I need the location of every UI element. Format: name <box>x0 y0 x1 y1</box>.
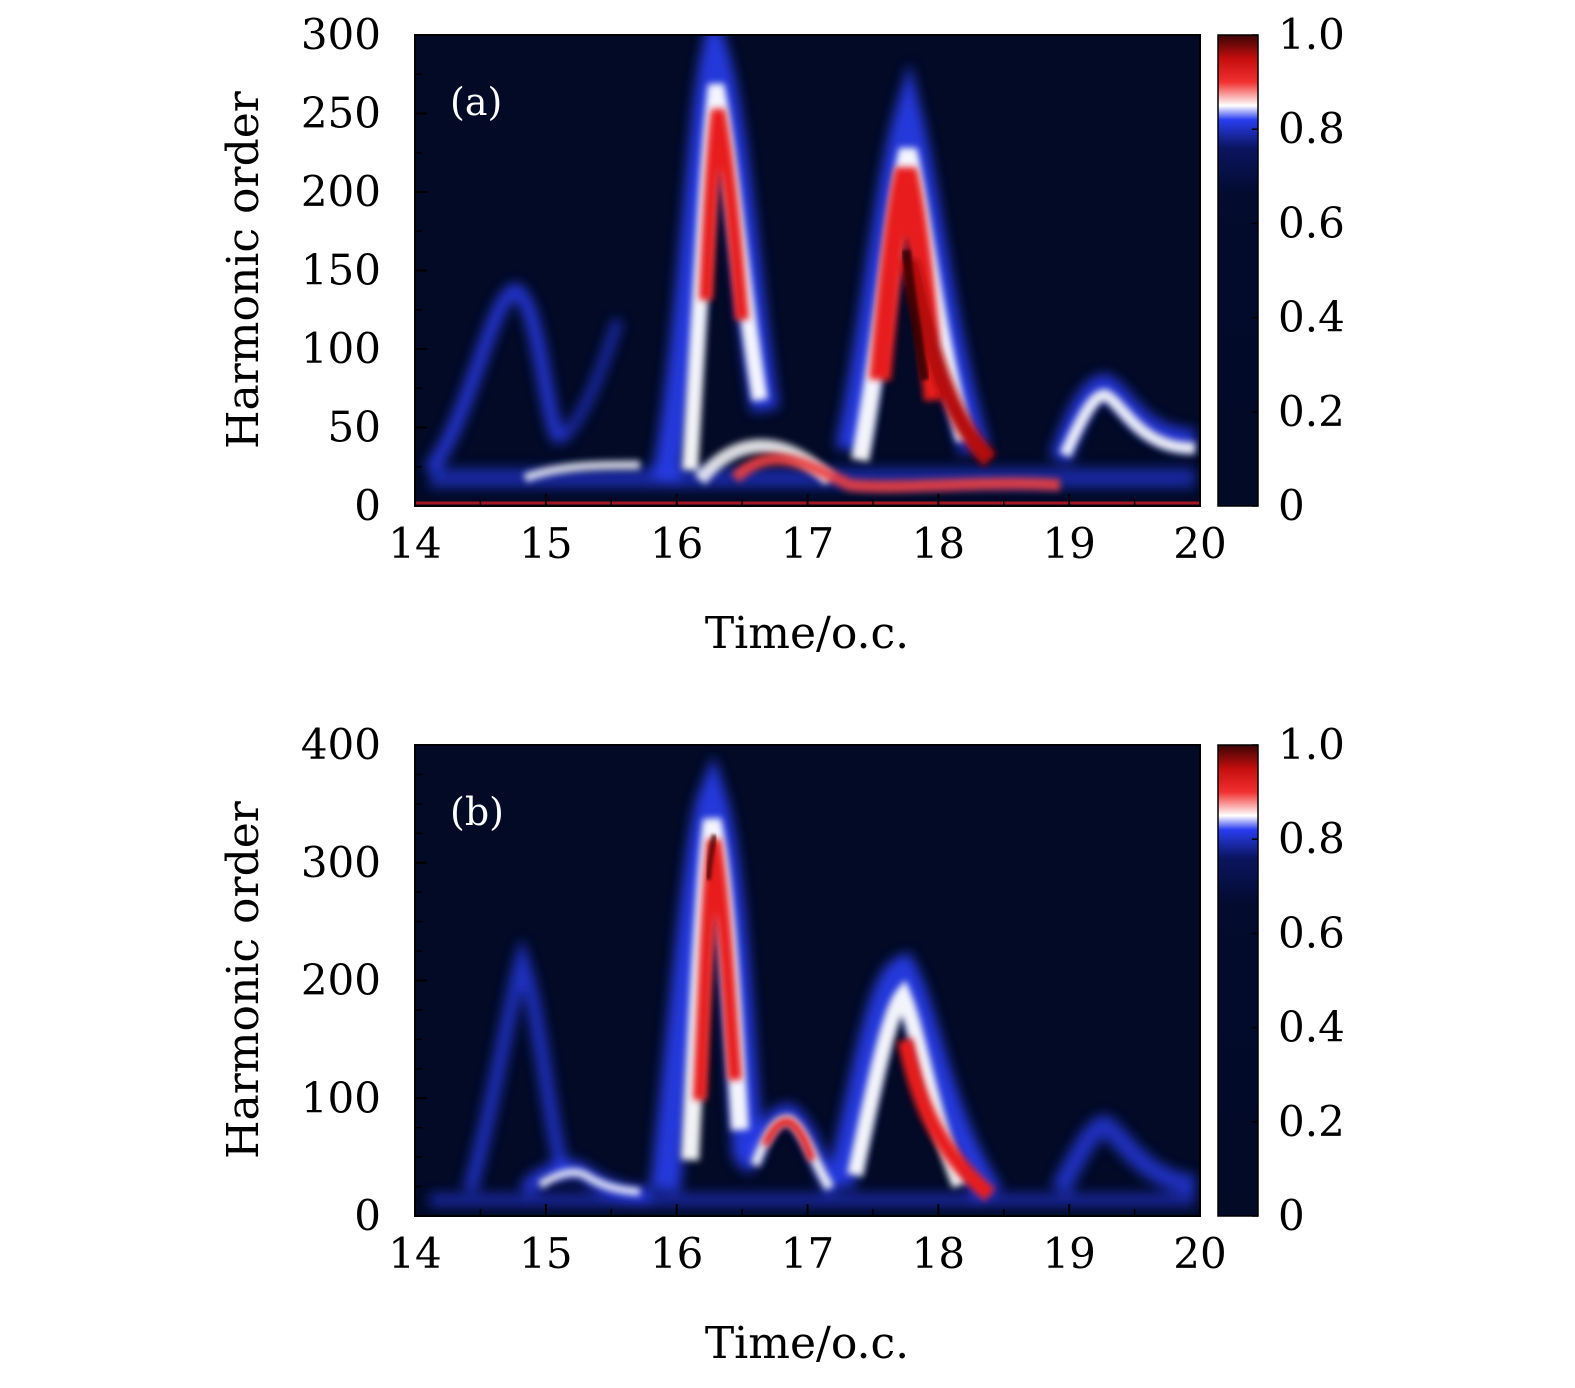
y-tick-label-a: 200 <box>301 167 381 216</box>
y-axis-label-a: Harmonic order <box>218 90 269 449</box>
ridge-b-2 <box>537 1168 641 1196</box>
trajectory-a-1 <box>424 282 567 475</box>
panel-label-b: (b) <box>450 790 504 834</box>
colorbar-tick-label-b: 0.2 <box>1278 1097 1345 1146</box>
core-a-3 <box>699 108 749 321</box>
x-tick-label-a: 19 <box>1042 519 1095 568</box>
colorbar-tick-label-a: 0.2 <box>1278 387 1345 436</box>
plot-area-a <box>415 35 1200 506</box>
panel-label-a: (a) <box>450 80 502 124</box>
x-axis-label-a: Time/o.c. <box>705 608 909 659</box>
trajectory-a-2 <box>556 318 623 444</box>
ridge-a-2 <box>523 460 641 483</box>
y-tick-label-a: 0 <box>354 481 381 530</box>
colorbar-tick-label-a: 0.6 <box>1278 198 1345 247</box>
trajectory-b-1 <box>463 937 572 1192</box>
colorbar-tick-label-b: 0.8 <box>1278 814 1345 863</box>
dark-core-a-4 <box>901 249 930 381</box>
y-tick-label-a: 250 <box>301 89 381 138</box>
dark-core-b-3 <box>705 833 718 881</box>
dark-core-a <box>901 249 930 381</box>
x-tick-label-a: 20 <box>1173 519 1226 568</box>
colorbar-b <box>1217 744 1259 1217</box>
x-tick-label-a: 15 <box>519 519 572 568</box>
y-tick-label-a: 300 <box>301 10 381 59</box>
y-tick-label-a: 100 <box>301 324 381 373</box>
y-tick-label-b: 300 <box>301 838 381 887</box>
heatmap-b <box>430 755 1197 1207</box>
colorbar-tick-label-b: 1.0 <box>1278 720 1345 769</box>
x-tick-label-b: 19 <box>1042 1229 1095 1278</box>
dark-core-b <box>705 833 718 881</box>
y-tick-label-b: 100 <box>301 1073 381 1122</box>
colorbar-tick-label-a: 1.0 <box>1278 10 1345 59</box>
x-tick-label-b: 14 <box>388 1229 441 1278</box>
x-tick-label-b: 16 <box>650 1229 703 1278</box>
x-axis-label-b: Time/o.c. <box>705 1318 909 1369</box>
core-a-6 <box>730 453 1061 493</box>
y-tick-label-b: 0 <box>354 1191 381 1240</box>
x-tick-label-a: 17 <box>781 519 834 568</box>
core-layer-a <box>699 108 1061 493</box>
x-tick-label-a: 16 <box>650 519 703 568</box>
x-tick-label-b: 20 <box>1173 1229 1226 1278</box>
colorbar-tick-label-a: 0.8 <box>1278 104 1345 153</box>
y-axis-label-b: Harmonic order <box>218 800 269 1159</box>
y-tick-label-b: 200 <box>301 956 381 1005</box>
trajectory-b-6 <box>1051 1114 1197 1195</box>
colorbar-ticks-a: 0 0.2 0.4 0.6 0.8 1.0 <box>1252 10 1345 530</box>
trajectory-b-5 <box>826 952 1002 1203</box>
colorbar-tick-label-b: 0.6 <box>1278 908 1345 957</box>
core-b-4 <box>761 1117 816 1162</box>
colorbar-a <box>1217 34 1259 507</box>
x-tick-label-b: 17 <box>781 1229 834 1278</box>
x-tick-label-a: 14 <box>388 519 441 568</box>
x-tick-label-b: 18 <box>912 1229 965 1278</box>
y-tick-label-a: 150 <box>301 246 381 295</box>
x-tick-label-b: 15 <box>519 1229 572 1278</box>
x-tick-label-a: 18 <box>912 519 965 568</box>
ridge-a-5 <box>1059 388 1196 458</box>
colorbar-tick-label-b: 0.4 <box>1278 1003 1345 1052</box>
heatmap-a <box>415 35 1200 505</box>
colorbar-tick-label-a: 0 <box>1278 481 1305 530</box>
core-b-5 <box>897 1038 996 1202</box>
colorbar-tick-label-a: 0.4 <box>1278 293 1345 342</box>
colorbar-ticks-b: 0 0.2 0.4 0.6 0.8 1.0 <box>1252 720 1345 1240</box>
core-a-4b <box>901 257 997 467</box>
y-tick-label-b: 400 <box>301 720 381 769</box>
colorbar-tick-label-b: 0 <box>1278 1191 1305 1240</box>
y-tick-label-a: 50 <box>328 403 381 452</box>
